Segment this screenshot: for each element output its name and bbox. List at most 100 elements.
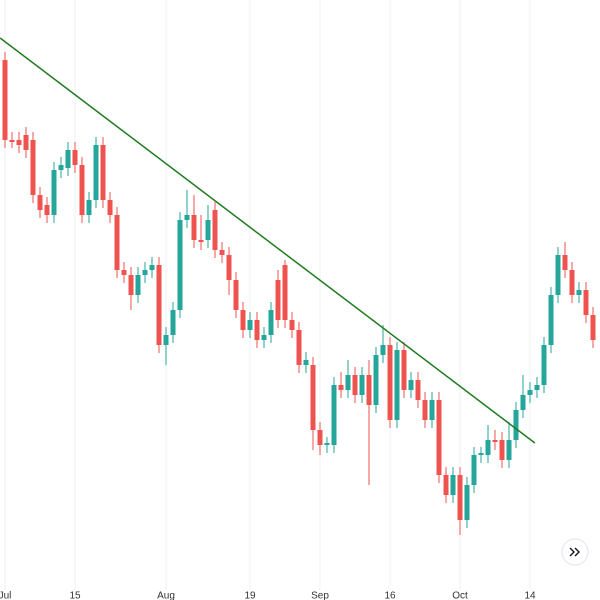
candle-body [429,400,435,420]
candle-body [492,440,498,442]
candle-body [149,265,155,270]
candle-body [135,275,141,295]
candle-body [205,220,211,240]
candle-body [254,320,260,340]
candle-body [401,350,407,390]
candle-body [513,410,519,440]
candle-body [422,400,428,420]
candle-body [191,215,197,240]
candle-body [44,205,50,215]
candle-body [590,315,596,340]
candle-body [177,220,183,310]
candle-body [450,475,456,495]
candle-body [240,310,246,330]
candle-body [541,345,547,385]
x-tick-label: 15 [69,591,81,600]
candle-body [58,165,64,170]
candle-body [331,385,337,445]
candle-body [9,140,15,142]
grid [4,0,531,590]
candle-body [212,210,218,250]
candle-body [471,455,477,485]
candle-body [338,385,344,390]
candle-body [16,140,22,145]
candle-body [65,150,71,168]
candle-body [247,320,253,330]
candle-body [261,335,267,340]
x-tick-label: 19 [244,591,256,600]
x-tick-label: 14 [524,591,536,600]
candle-body [443,475,449,495]
candle-body [2,60,8,140]
candle-body [282,265,288,320]
candle-body [226,255,232,280]
candle-body [576,290,582,295]
candle-body [93,145,99,200]
candle-body [233,280,239,310]
candle-body [394,350,400,420]
candles [0,37,596,535]
candle-body [562,255,568,270]
candle-body [142,270,148,275]
candle-body [289,320,295,330]
candle-body [310,365,316,430]
candle-body [464,485,470,520]
candle-body [345,375,351,390]
candle-body [100,145,106,200]
candle-body [51,170,57,215]
candle-body [303,360,309,365]
scroll-icon [569,547,580,557]
candle-body [359,375,365,395]
scroll-button[interactable] [561,538,589,566]
x-tick-label: Sep [311,591,329,600]
candle-body [457,475,463,520]
candle-body [184,215,190,220]
candle-body [366,375,372,405]
scroll-button-bg[interactable] [561,538,589,566]
candle-body [86,200,92,215]
trendline [0,37,536,444]
candle-body [128,275,134,295]
x-axis: Jul 15 Aug 19 Sep 16 Oct 14 [0,591,536,600]
candle-body [436,400,442,475]
candle-body [37,195,43,210]
x-tick-label: Jul [0,591,11,600]
candle-body [527,390,533,395]
candle-body [219,250,225,255]
candle-body [72,150,78,165]
candle-body [79,165,85,215]
candle-body [548,295,554,345]
candle-body [268,310,274,335]
candle-body [198,240,204,242]
candle-body [352,375,358,395]
candle-body [156,265,162,345]
x-tick-label: Aug [157,591,175,600]
candle-body [478,453,484,455]
candle-body [520,395,526,410]
candle-body [387,345,393,420]
candle-body [485,440,491,455]
candle-body [121,270,127,275]
candle-body [583,290,589,315]
candle-body [170,310,176,335]
candle-body [373,355,379,405]
candle-body [534,385,540,390]
x-tick-label: Oct [452,591,468,600]
x-tick-label: 16 [384,591,396,600]
candle-body [296,330,302,365]
candle-body [415,380,421,400]
candle-body [499,440,505,460]
candle-body [317,430,323,445]
candle-body [163,335,169,345]
candle-body [380,345,386,355]
candle-body [569,270,575,295]
candle-body [408,380,414,390]
candle-body [506,440,512,460]
candle-body [275,280,281,320]
candle-body [555,255,561,295]
candle-body [107,200,113,215]
candle-body [114,215,120,270]
candle-body [324,443,330,445]
